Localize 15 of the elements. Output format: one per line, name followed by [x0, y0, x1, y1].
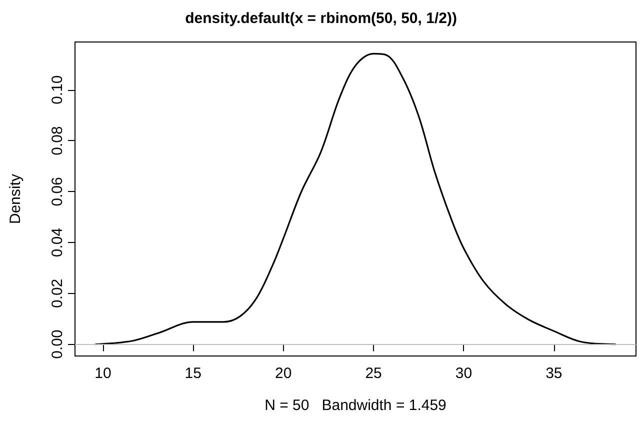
- x-tick-label: 10: [94, 365, 112, 382]
- chart-title: density.default(x = rbinom(50, 50, 1/2)): [185, 10, 457, 27]
- y-tick-label: 0.00: [49, 330, 66, 359]
- y-tick-label: 0.10: [49, 75, 66, 104]
- y-tick-label: 0.02: [49, 278, 66, 308]
- x-axis-title: N = 50 Bandwidth = 1.459: [264, 397, 446, 414]
- x-tick-label: 15: [184, 365, 202, 382]
- y-tick-label: 0.06: [49, 177, 66, 206]
- x-tick-label: 35: [546, 365, 562, 382]
- y-tick-label: 0.04: [49, 228, 66, 258]
- y-axis-title: Density: [7, 174, 24, 224]
- x-tick-label: 20: [275, 365, 292, 382]
- x-tick-label: 25: [365, 365, 382, 382]
- y-tick-label: 0.08: [49, 126, 66, 156]
- x-tick-label: 30: [455, 365, 472, 382]
